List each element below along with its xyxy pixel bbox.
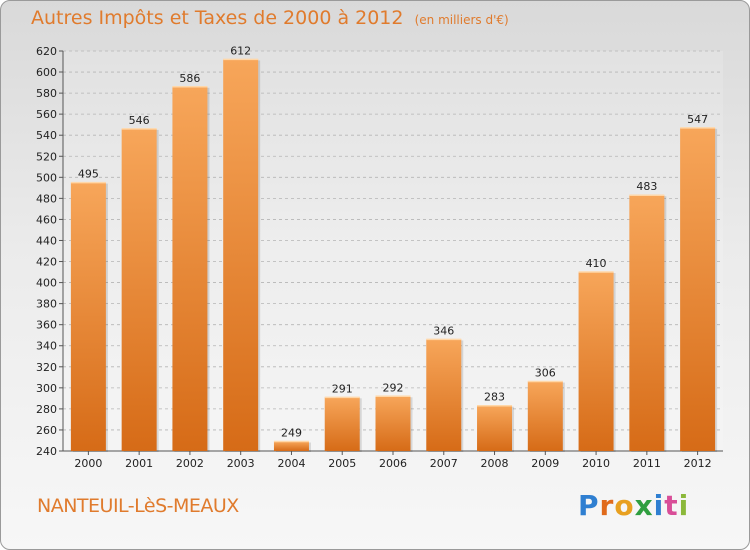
bar	[172, 86, 208, 451]
x-tick-label: 2011	[633, 457, 661, 470]
data-label: 546	[129, 114, 150, 127]
bar	[629, 195, 665, 451]
x-tick-label: 2000	[74, 457, 102, 470]
data-label: 410	[586, 257, 607, 270]
x-tick-label: 2012	[684, 457, 712, 470]
y-tick-label: 500	[36, 171, 57, 184]
data-label: 495	[78, 168, 99, 181]
x-tick-label: 2010	[582, 457, 610, 470]
y-tick-label: 380	[36, 298, 57, 311]
y-tick-label: 540	[36, 129, 57, 142]
bar	[273, 441, 309, 451]
y-tick-label: 320	[36, 361, 57, 374]
x-tick-label: 2008	[481, 457, 509, 470]
proxiti-logo: Proxiti	[578, 489, 690, 522]
data-label: 612	[230, 44, 251, 57]
y-tick-label: 240	[36, 445, 57, 458]
x-tick-label: 2007	[430, 457, 458, 470]
x-tick-label: 2002	[176, 457, 204, 470]
y-tick-label: 520	[36, 150, 57, 163]
y-tick-label: 620	[36, 45, 57, 58]
bar	[680, 127, 716, 451]
x-tick-label: 2004	[277, 457, 305, 470]
chart-title-main: Autres Impôts et Taxes de 2000 à 2012	[31, 7, 404, 29]
data-label: 547	[687, 113, 708, 126]
x-tick-label: 2001	[125, 457, 153, 470]
chart-title: Autres Impôts et Taxes de 2000 à 2012 (e…	[31, 7, 509, 29]
x-tick-label: 2005	[328, 457, 356, 470]
chart-subtitle: (en milliers d'€)	[414, 13, 509, 27]
y-tick-label: 280	[36, 403, 57, 416]
bar	[70, 182, 106, 451]
data-label: 249	[281, 427, 302, 440]
x-tick-label: 2009	[531, 457, 559, 470]
data-label: 292	[383, 381, 404, 394]
y-tick-label: 600	[36, 66, 57, 79]
y-tick-label: 340	[36, 340, 57, 353]
bar	[426, 339, 462, 451]
bar	[121, 128, 157, 451]
bar	[578, 272, 614, 451]
commune-name: NANTEUIL-LèS-MEAUX	[37, 495, 239, 517]
x-tick-label: 2003	[227, 457, 255, 470]
x-tick-label: 2006	[379, 457, 407, 470]
y-tick-label: 300	[36, 382, 57, 395]
bar	[223, 59, 259, 451]
data-label: 483	[636, 180, 657, 193]
y-tick-label: 460	[36, 213, 57, 226]
y-tick-label: 480	[36, 192, 57, 205]
y-tick-label: 560	[36, 108, 57, 121]
data-label: 291	[332, 382, 353, 395]
bar	[477, 405, 513, 451]
y-tick-label: 400	[36, 277, 57, 290]
bar	[324, 397, 360, 451]
bar	[375, 396, 411, 451]
y-tick-label: 420	[36, 256, 57, 269]
y-tick-label: 360	[36, 319, 57, 332]
data-label: 346	[433, 324, 454, 337]
data-label: 306	[535, 367, 556, 380]
data-label: 586	[179, 72, 200, 85]
bar	[527, 381, 563, 451]
y-tick-label: 440	[36, 234, 57, 247]
y-tick-label: 260	[36, 424, 57, 437]
data-label: 283	[484, 391, 505, 404]
y-tick-label: 580	[36, 87, 57, 100]
